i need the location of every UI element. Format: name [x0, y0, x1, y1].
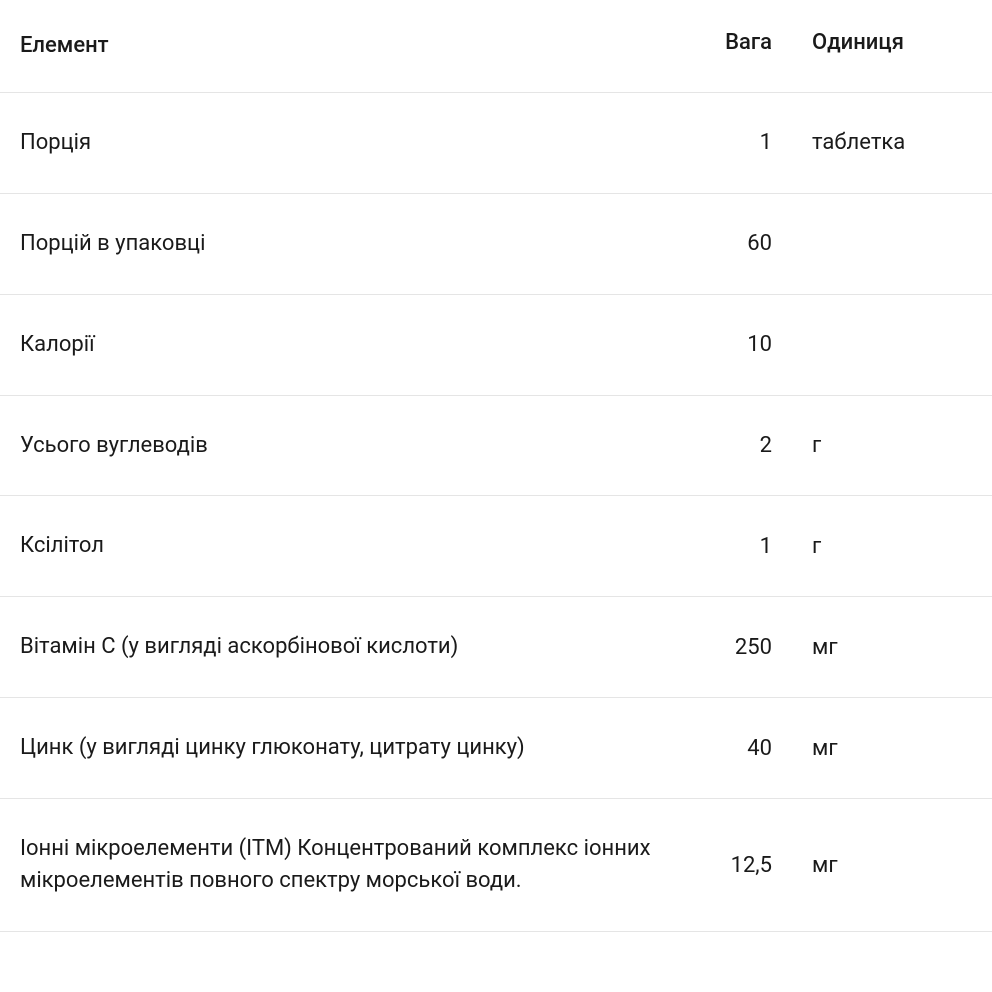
cell-weight: 40 [682, 736, 812, 761]
header-element: Елемент [20, 30, 682, 62]
cell-weight: 12,5 [682, 853, 812, 878]
cell-weight: 60 [682, 231, 812, 256]
cell-element: Порцій в упаковці [20, 228, 682, 260]
cell-element: Цинк (у вигляді цинку глюконату, цитрату… [20, 732, 682, 764]
cell-weight: 2 [682, 433, 812, 458]
cell-unit: мг [812, 853, 972, 878]
cell-unit: мг [812, 635, 972, 660]
cell-unit: г [812, 433, 972, 458]
table-row: Калорії 10 [0, 295, 992, 396]
cell-weight: 1 [682, 534, 812, 559]
header-weight: Вага [682, 30, 812, 62]
table-row: Порцій в упаковці 60 [0, 194, 992, 295]
cell-unit: мг [812, 736, 972, 761]
table-row: Ксілітол 1 г [0, 496, 992, 597]
cell-weight: 250 [682, 635, 812, 660]
cell-element: Усього вуглеводів [20, 430, 682, 462]
header-unit: Одиниця [812, 30, 972, 62]
cell-unit: г [812, 534, 972, 559]
table-header: Елемент Вага Одиниця [0, 0, 992, 93]
table-row: Іонні мікроелементи (ITM) Концентрований… [0, 799, 992, 932]
table-row: Усього вуглеводів 2 г [0, 396, 992, 497]
table-row: Вітамін С (у вигляді аскорбінової кислот… [0, 597, 992, 698]
cell-weight: 10 [682, 332, 812, 357]
cell-unit: таблетка [812, 130, 972, 155]
cell-element: Вітамін С (у вигляді аскорбінової кислот… [20, 631, 682, 663]
cell-weight: 1 [682, 130, 812, 155]
cell-element: Ксілітол [20, 530, 682, 562]
cell-element: Іонні мікроелементи (ITM) Концентрований… [20, 833, 682, 897]
table-row: Порція 1 таблетка [0, 93, 992, 194]
nutrition-table: Елемент Вага Одиниця Порція 1 таблетка П… [0, 0, 992, 932]
table-row: Цинк (у вигляді цинку глюконату, цитрату… [0, 698, 992, 799]
cell-element: Калорії [20, 329, 682, 361]
cell-element: Порція [20, 127, 682, 159]
